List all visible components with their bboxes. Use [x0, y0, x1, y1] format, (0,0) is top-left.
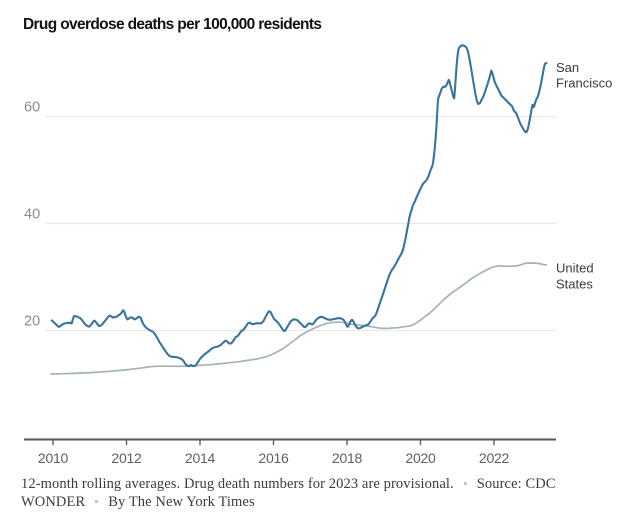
- svg-text:San: San: [556, 60, 579, 75]
- svg-text:2014: 2014: [185, 450, 216, 466]
- svg-text:2022: 2022: [479, 450, 510, 466]
- svg-text:2010: 2010: [38, 450, 69, 466]
- svg-text:United: United: [556, 260, 594, 275]
- svg-text:States: States: [556, 276, 593, 291]
- svg-text:Francisco: Francisco: [556, 76, 612, 91]
- svg-text:2016: 2016: [258, 450, 289, 466]
- svg-text:2020: 2020: [405, 450, 436, 466]
- svg-text:20: 20: [24, 314, 40, 330]
- svg-text:60: 60: [24, 100, 40, 116]
- svg-text:2012: 2012: [111, 450, 142, 466]
- svg-text:2018: 2018: [332, 450, 363, 466]
- svg-text:40: 40: [24, 207, 40, 223]
